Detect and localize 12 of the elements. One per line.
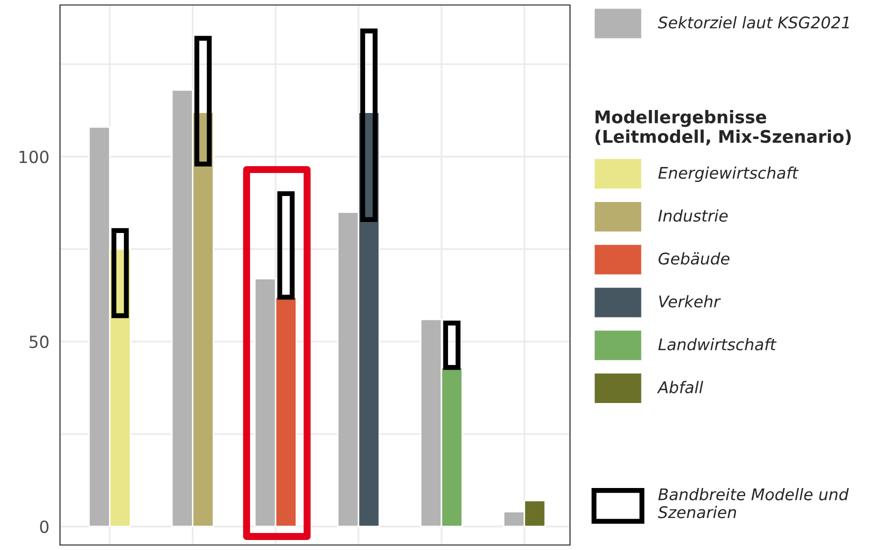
y-tick-label: 0: [40, 520, 48, 534]
legend-title: Modellergebnisse (Leitmodell, Mix-Szenario): [595, 110, 851, 146]
legend-label: Sektorziel laut KSG2021: [658, 16, 849, 29]
legend-label: Industrie: [658, 209, 728, 222]
y-tick-label: 100: [20, 150, 48, 164]
legend-label: Verkehr: [659, 295, 721, 308]
legend-label: Bandbreite Modelle und Szenarien: [658, 488, 849, 518]
legend-label: Gebäude: [658, 252, 730, 265]
legend-label: Landwirtschaft: [658, 338, 777, 350]
legend-label: Abfall: [657, 380, 704, 394]
y-tick-label: 50: [30, 336, 48, 348]
legend-label: Energiewirtschaft: [658, 166, 799, 182]
